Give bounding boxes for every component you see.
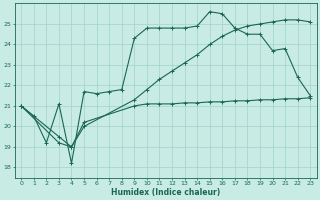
X-axis label: Humidex (Indice chaleur): Humidex (Indice chaleur): [111, 188, 220, 197]
